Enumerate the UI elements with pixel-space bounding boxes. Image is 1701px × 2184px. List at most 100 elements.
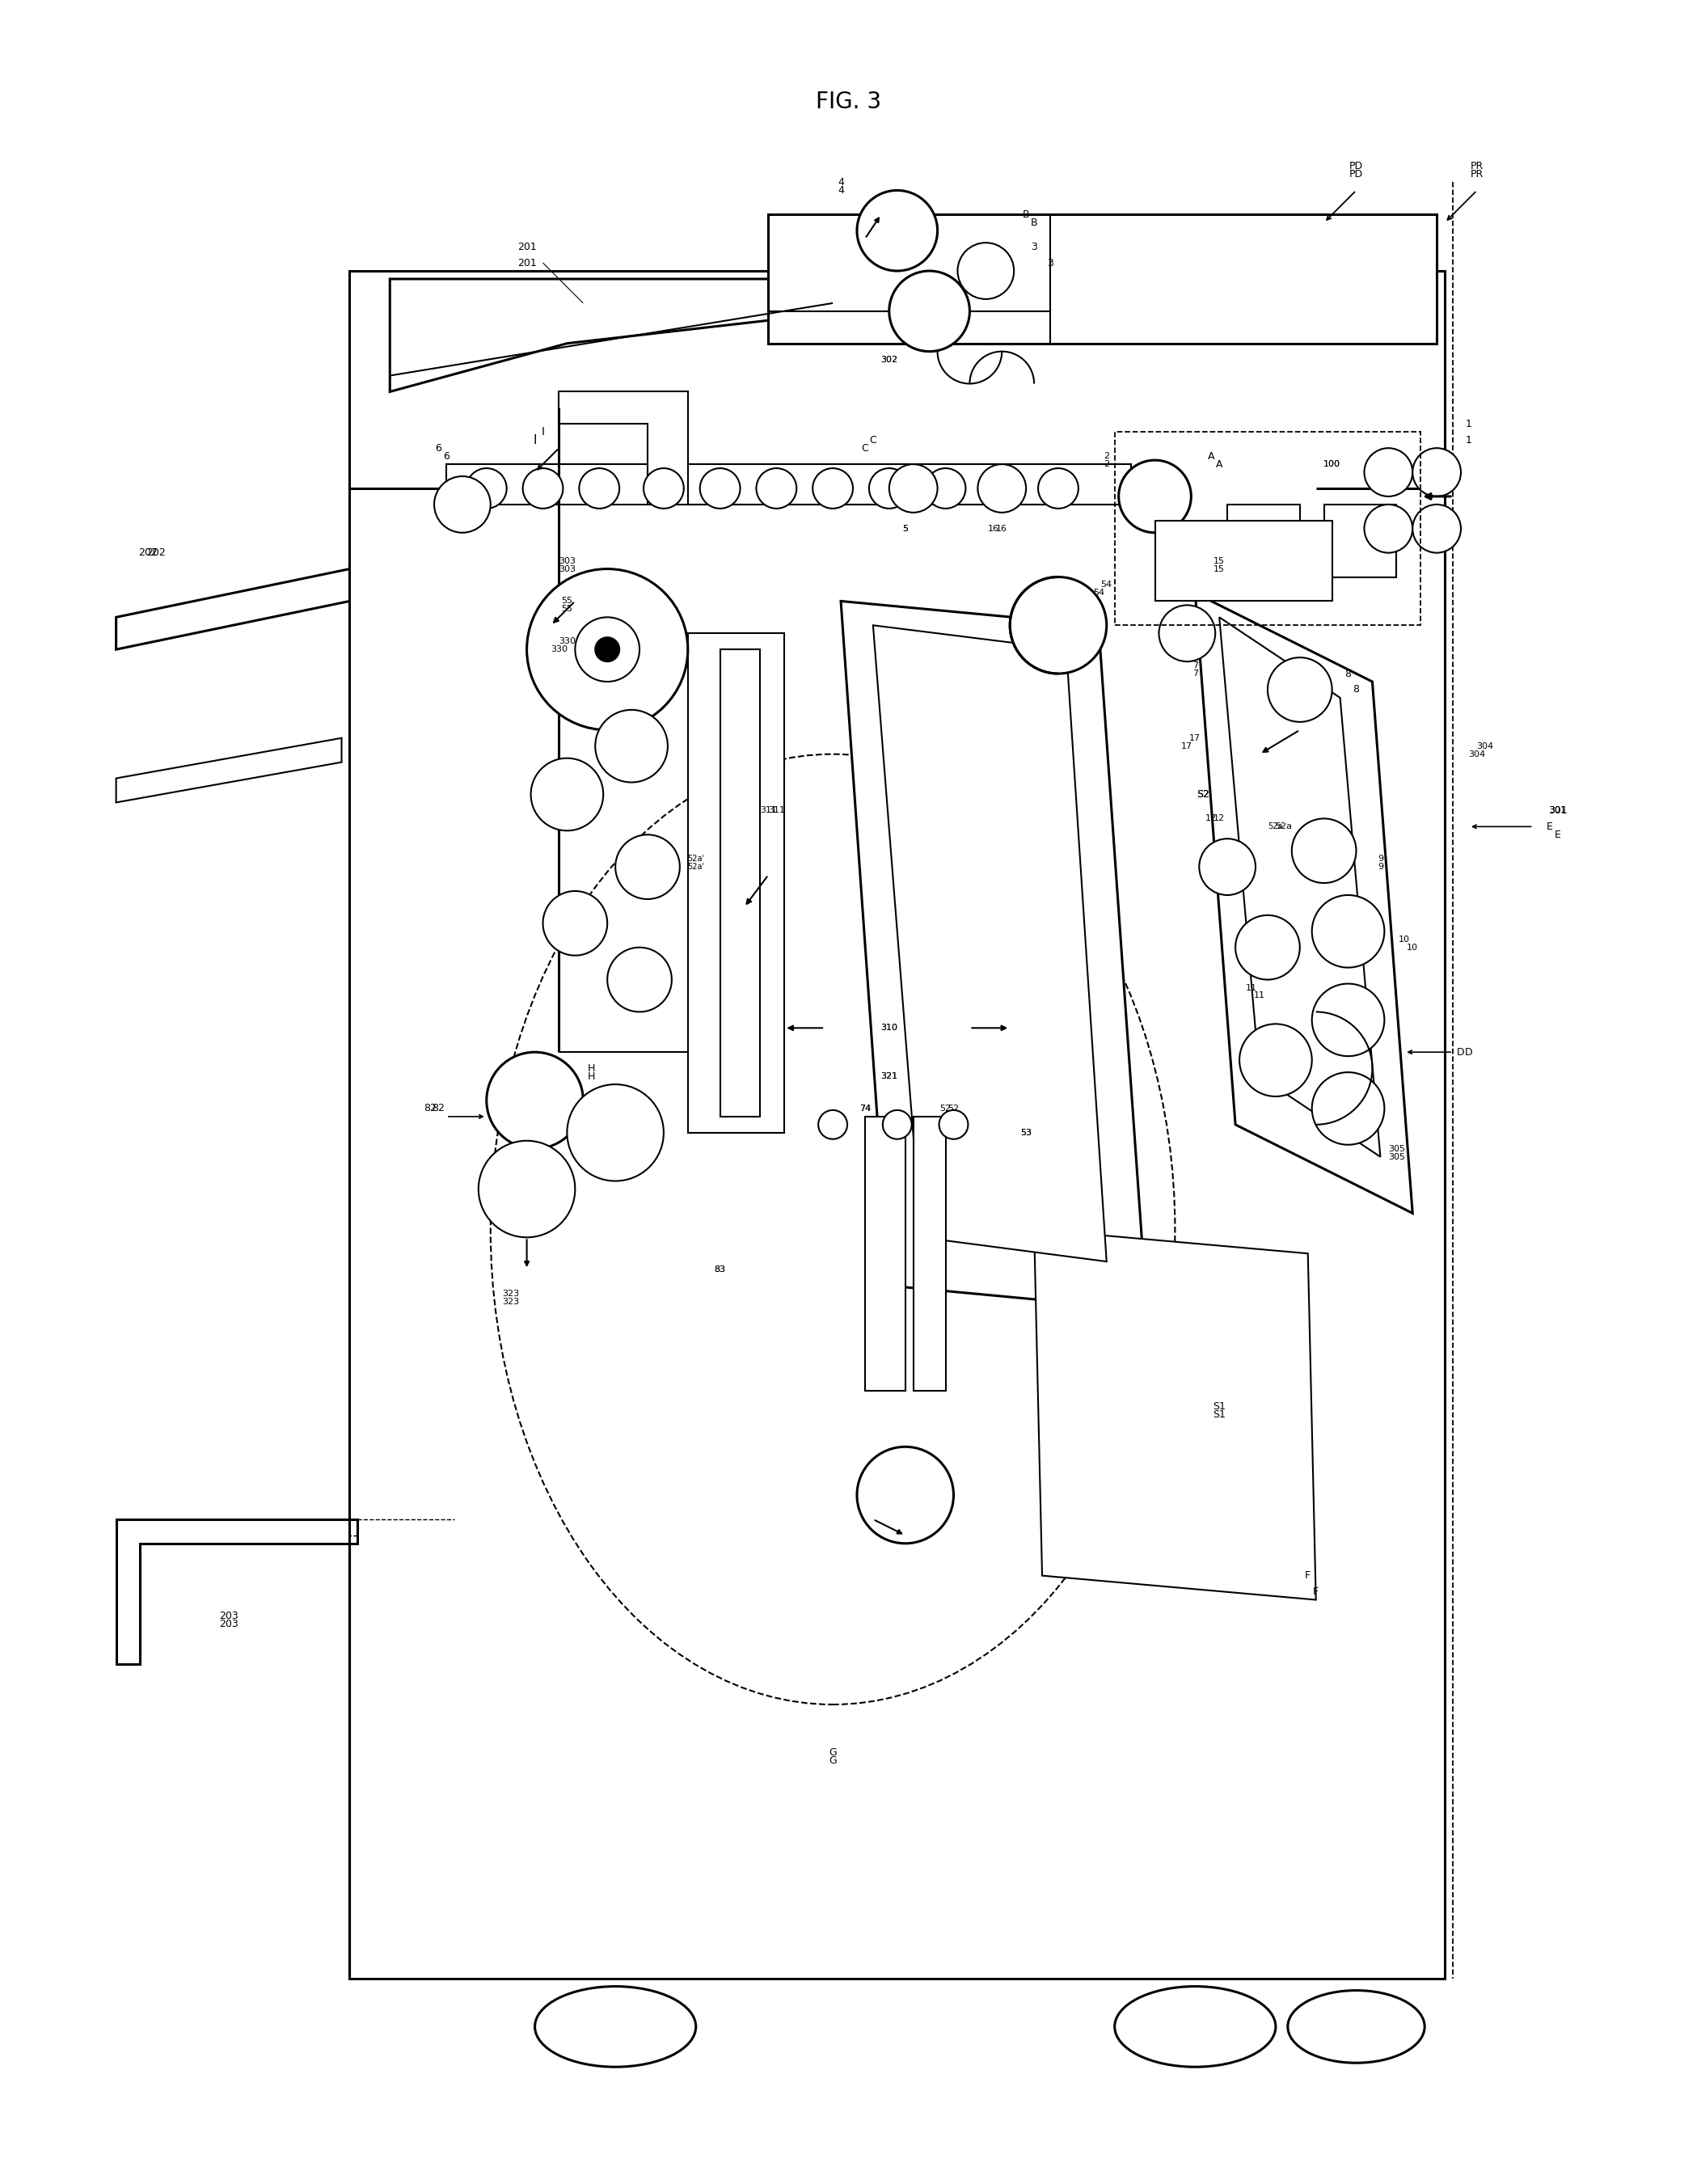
Circle shape	[607, 948, 672, 1011]
Polygon shape	[1220, 618, 1380, 1158]
Circle shape	[1412, 505, 1461, 553]
Text: D: D	[1458, 1046, 1465, 1057]
Polygon shape	[390, 280, 849, 391]
Text: 8: 8	[1345, 668, 1351, 679]
Polygon shape	[116, 1520, 357, 1664]
Text: 310: 310	[881, 1024, 898, 1033]
Text: 330: 330	[551, 646, 568, 653]
Circle shape	[1158, 605, 1215, 662]
Text: 2: 2	[1104, 461, 1109, 467]
Text: 302: 302	[881, 356, 898, 363]
Text: 3: 3	[1031, 242, 1038, 251]
Circle shape	[1311, 895, 1385, 968]
Text: PR: PR	[1470, 168, 1483, 179]
Bar	[446, 465, 1131, 505]
Text: 52: 52	[947, 1105, 959, 1112]
Text: 74: 74	[859, 1105, 871, 1112]
Circle shape	[890, 271, 970, 352]
Text: 7: 7	[1192, 670, 1198, 677]
Text: 16: 16	[997, 524, 1007, 533]
Polygon shape	[116, 738, 342, 802]
Text: 303: 303	[558, 566, 575, 572]
Polygon shape	[1034, 1230, 1317, 1601]
Circle shape	[1267, 657, 1332, 723]
Circle shape	[857, 190, 937, 271]
Bar	[913, 1116, 946, 1391]
Text: E: E	[1546, 821, 1553, 832]
Text: E: E	[1555, 830, 1562, 841]
Circle shape	[818, 1109, 847, 1140]
Circle shape	[890, 465, 937, 513]
Circle shape	[1119, 461, 1191, 533]
Circle shape	[434, 476, 490, 533]
Text: 100: 100	[1323, 461, 1340, 467]
Polygon shape	[116, 568, 350, 649]
Circle shape	[1038, 467, 1078, 509]
Text: I: I	[532, 435, 536, 446]
Text: 55: 55	[561, 605, 573, 614]
Bar	[1228, 505, 1300, 577]
Text: 54: 54	[1092, 590, 1104, 596]
Text: 11: 11	[1245, 983, 1257, 992]
Text: PD: PD	[1349, 168, 1363, 179]
Text: 7: 7	[1192, 662, 1198, 670]
Circle shape	[466, 467, 507, 509]
Circle shape	[699, 467, 740, 509]
Text: A: A	[1208, 450, 1215, 461]
Text: 1: 1	[1466, 419, 1471, 430]
Bar	[1323, 505, 1397, 577]
Text: 1: 1	[1466, 435, 1471, 446]
Bar	[769, 214, 1437, 343]
Text: 9: 9	[1378, 863, 1383, 871]
Text: 52a: 52a	[1269, 823, 1283, 830]
Text: 52: 52	[941, 1105, 951, 1112]
Text: 100: 100	[1323, 461, 1340, 467]
Circle shape	[522, 467, 563, 509]
Circle shape	[643, 467, 684, 509]
Text: 5: 5	[903, 524, 908, 533]
Text: 323: 323	[502, 1291, 519, 1297]
Text: 11: 11	[1254, 992, 1266, 1000]
Text: G: G	[828, 1756, 837, 1767]
Circle shape	[478, 1140, 575, 1238]
Circle shape	[925, 467, 966, 509]
Text: 16: 16	[988, 524, 1000, 533]
Circle shape	[958, 242, 1014, 299]
Text: 17: 17	[1189, 734, 1201, 743]
Text: 15: 15	[1213, 557, 1225, 566]
Bar	[866, 1116, 905, 1391]
Text: S2: S2	[1198, 788, 1209, 799]
Bar	[350, 271, 1444, 1979]
Text: 52a': 52a'	[687, 854, 704, 863]
Text: 10: 10	[1398, 935, 1410, 943]
Text: 201: 201	[517, 242, 536, 251]
Circle shape	[1010, 577, 1107, 673]
Text: F: F	[1313, 1586, 1318, 1597]
Circle shape	[543, 891, 607, 954]
Circle shape	[1364, 505, 1412, 553]
Circle shape	[1240, 1024, 1311, 1096]
Circle shape	[1311, 983, 1385, 1057]
Text: 82: 82	[424, 1103, 437, 1114]
Circle shape	[1412, 448, 1461, 496]
Circle shape	[981, 467, 1022, 509]
Text: 302: 302	[881, 356, 898, 363]
Circle shape	[1291, 819, 1356, 882]
Text: I: I	[541, 426, 544, 437]
Text: 303: 303	[558, 557, 575, 566]
Circle shape	[813, 467, 852, 509]
Text: 3: 3	[1048, 258, 1053, 269]
Text: B: B	[1022, 210, 1029, 221]
Text: 310: 310	[881, 1024, 898, 1033]
Circle shape	[1364, 448, 1412, 496]
Circle shape	[978, 465, 1026, 513]
Text: G: G	[828, 1747, 837, 1758]
Polygon shape	[1196, 594, 1412, 1212]
Circle shape	[869, 467, 910, 509]
Text: 52a: 52a	[1276, 823, 1293, 830]
Circle shape	[883, 1109, 912, 1140]
Text: 6: 6	[442, 450, 449, 461]
Text: 82: 82	[432, 1103, 444, 1114]
Text: S1: S1	[1213, 1409, 1226, 1420]
Text: D: D	[1465, 1046, 1473, 1057]
